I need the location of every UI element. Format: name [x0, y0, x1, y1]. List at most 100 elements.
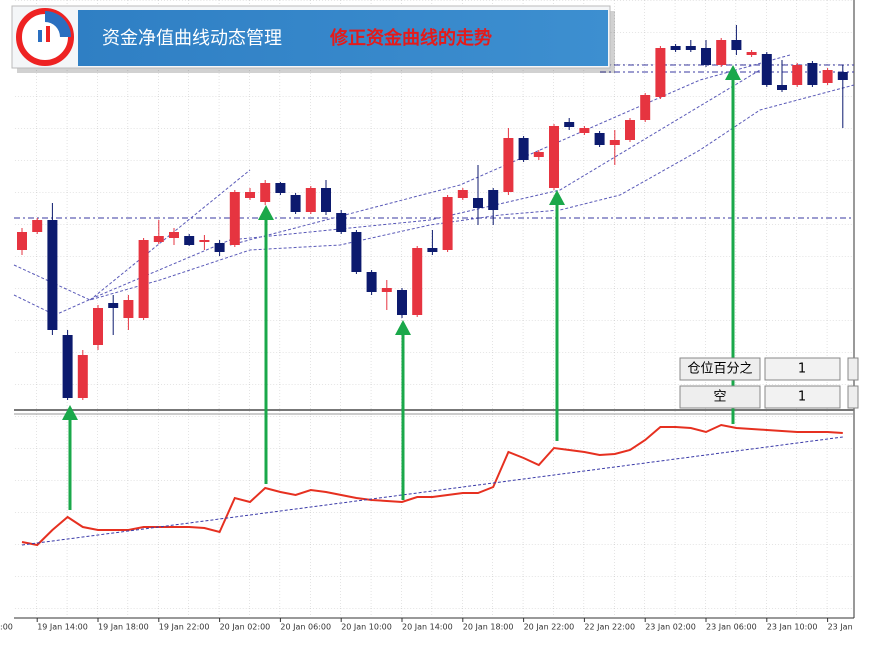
- candle-body: [625, 120, 635, 140]
- x-tick-label: 23 Jan 06:00: [706, 623, 757, 632]
- candle-body: [488, 190, 499, 210]
- candle-body: [473, 198, 483, 208]
- candle-body: [184, 236, 195, 245]
- candle-body: [807, 63, 818, 85]
- trend-line: [89, 54, 791, 301]
- candle-body: [397, 290, 407, 315]
- arrow-head: [62, 405, 78, 420]
- candle-body: [32, 220, 43, 232]
- series-line: [21, 436, 843, 546]
- candle-body: [351, 232, 362, 272]
- x-tick-label: 23 Jan: [828, 623, 853, 632]
- candle-body: [792, 65, 803, 85]
- input-field[interactable]: [764, 357, 841, 381]
- input-field[interactable]: [764, 385, 841, 409]
- candle-body: [381, 288, 392, 292]
- panel-value: 1: [798, 390, 806, 405]
- x-tick-label: 20 Jan 22:00: [524, 623, 575, 632]
- trend-line: [13, 84, 855, 301]
- candle-body: [837, 72, 848, 80]
- candle-body: [609, 140, 620, 145]
- x-tick-label: 20 Jan 06:00: [280, 623, 331, 632]
- logo-part: [45, 11, 71, 37]
- arrow-head: [725, 65, 741, 80]
- candle-body: [77, 355, 88, 398]
- candle-body: [716, 40, 727, 65]
- x-tick-label: 20 Jan 02:00: [220, 623, 271, 632]
- header-subtitle: 修正资金曲线的走势: [329, 27, 492, 49]
- candle-body: [229, 192, 240, 245]
- x-tick-label: 20 Jan 10:00: [341, 623, 392, 632]
- candle-body: [123, 300, 134, 318]
- candle-body: [290, 195, 301, 212]
- x-tick-label: 19 Jan 14:00: [37, 623, 88, 632]
- input-field[interactable]: [847, 385, 859, 409]
- candle-body: [822, 70, 833, 83]
- candle-body: [427, 248, 438, 252]
- candle-body: [685, 46, 696, 50]
- candle-body: [731, 40, 742, 50]
- candle-body: [549, 126, 559, 188]
- candle-body: [761, 54, 772, 85]
- arrow-head: [258, 205, 274, 220]
- label-button[interactable]: [679, 357, 761, 381]
- x-tick-label: 22 Jan 22:00: [584, 623, 635, 632]
- logo-part: [38, 30, 42, 42]
- arrow-head: [549, 190, 565, 205]
- arrow-head: [395, 320, 411, 335]
- candle-body: [457, 190, 468, 198]
- grid: [14, 0, 854, 615]
- candle-body: [199, 240, 210, 242]
- x-tick-label: 19 Jan 18:00: [98, 623, 149, 632]
- candle-body: [214, 243, 225, 252]
- candle-body: [701, 48, 711, 65]
- panes: 19 Jan 14:00 19 Jan 18:00 19 Jan 22:00 20 J…: [17, 25, 853, 632]
- candle-body: [62, 335, 73, 398]
- candle-body: [305, 188, 316, 212]
- x-tick-label: 23 Jan 02:00: [645, 623, 696, 632]
- candle-body: [260, 183, 271, 202]
- input-field[interactable]: [847, 357, 859, 381]
- candle-body: [47, 220, 58, 330]
- candle-body: [640, 95, 651, 120]
- logo-part: [46, 26, 50, 42]
- candle-body: [670, 46, 681, 50]
- candle-body: [503, 138, 514, 192]
- header-bar: [78, 10, 608, 66]
- label-button[interactable]: [679, 385, 761, 409]
- candle-body: [442, 197, 453, 250]
- candle-body: [564, 122, 575, 127]
- candle-body: [518, 138, 529, 160]
- candle-body: [579, 128, 590, 133]
- candle-body: [412, 248, 423, 315]
- candle-body: [777, 85, 787, 90]
- candle-body: [655, 48, 666, 97]
- header-title: 资金净值曲线动态管理: [102, 28, 282, 49]
- panel-label: 仓位百分之: [687, 362, 752, 377]
- candle-body: [17, 232, 27, 250]
- candle-body: [275, 183, 286, 193]
- candle-body: [594, 133, 605, 145]
- candle-body: [169, 232, 179, 238]
- candle-body: [336, 213, 347, 232]
- candle-body: [153, 236, 164, 242]
- x-tick-label: 19 Jan 22:00: [159, 623, 210, 632]
- panel-value: 1: [798, 362, 806, 377]
- x-tick-label: 20 Jan 14:00: [402, 623, 453, 632]
- header: 资金净值曲线动态管理 修正资金曲线的走势: [11, 5, 615, 73]
- candle-body: [533, 152, 544, 157]
- panel: 仓位百分之 1 空 1: [679, 357, 859, 409]
- x-tick-label: 23 Jan 10:00: [767, 623, 818, 632]
- candle-body: [108, 303, 119, 308]
- panel-label: 空: [713, 390, 726, 405]
- candle-body: [366, 272, 377, 292]
- candle-body: [746, 52, 757, 55]
- candle-body: [138, 240, 149, 318]
- x-tick-label: :00: [0, 623, 13, 632]
- x-tick-label: 20 Jan 18:00: [463, 623, 514, 632]
- arrows: [62, 65, 741, 510]
- candle-body: [245, 192, 255, 198]
- candle-body: [321, 188, 331, 212]
